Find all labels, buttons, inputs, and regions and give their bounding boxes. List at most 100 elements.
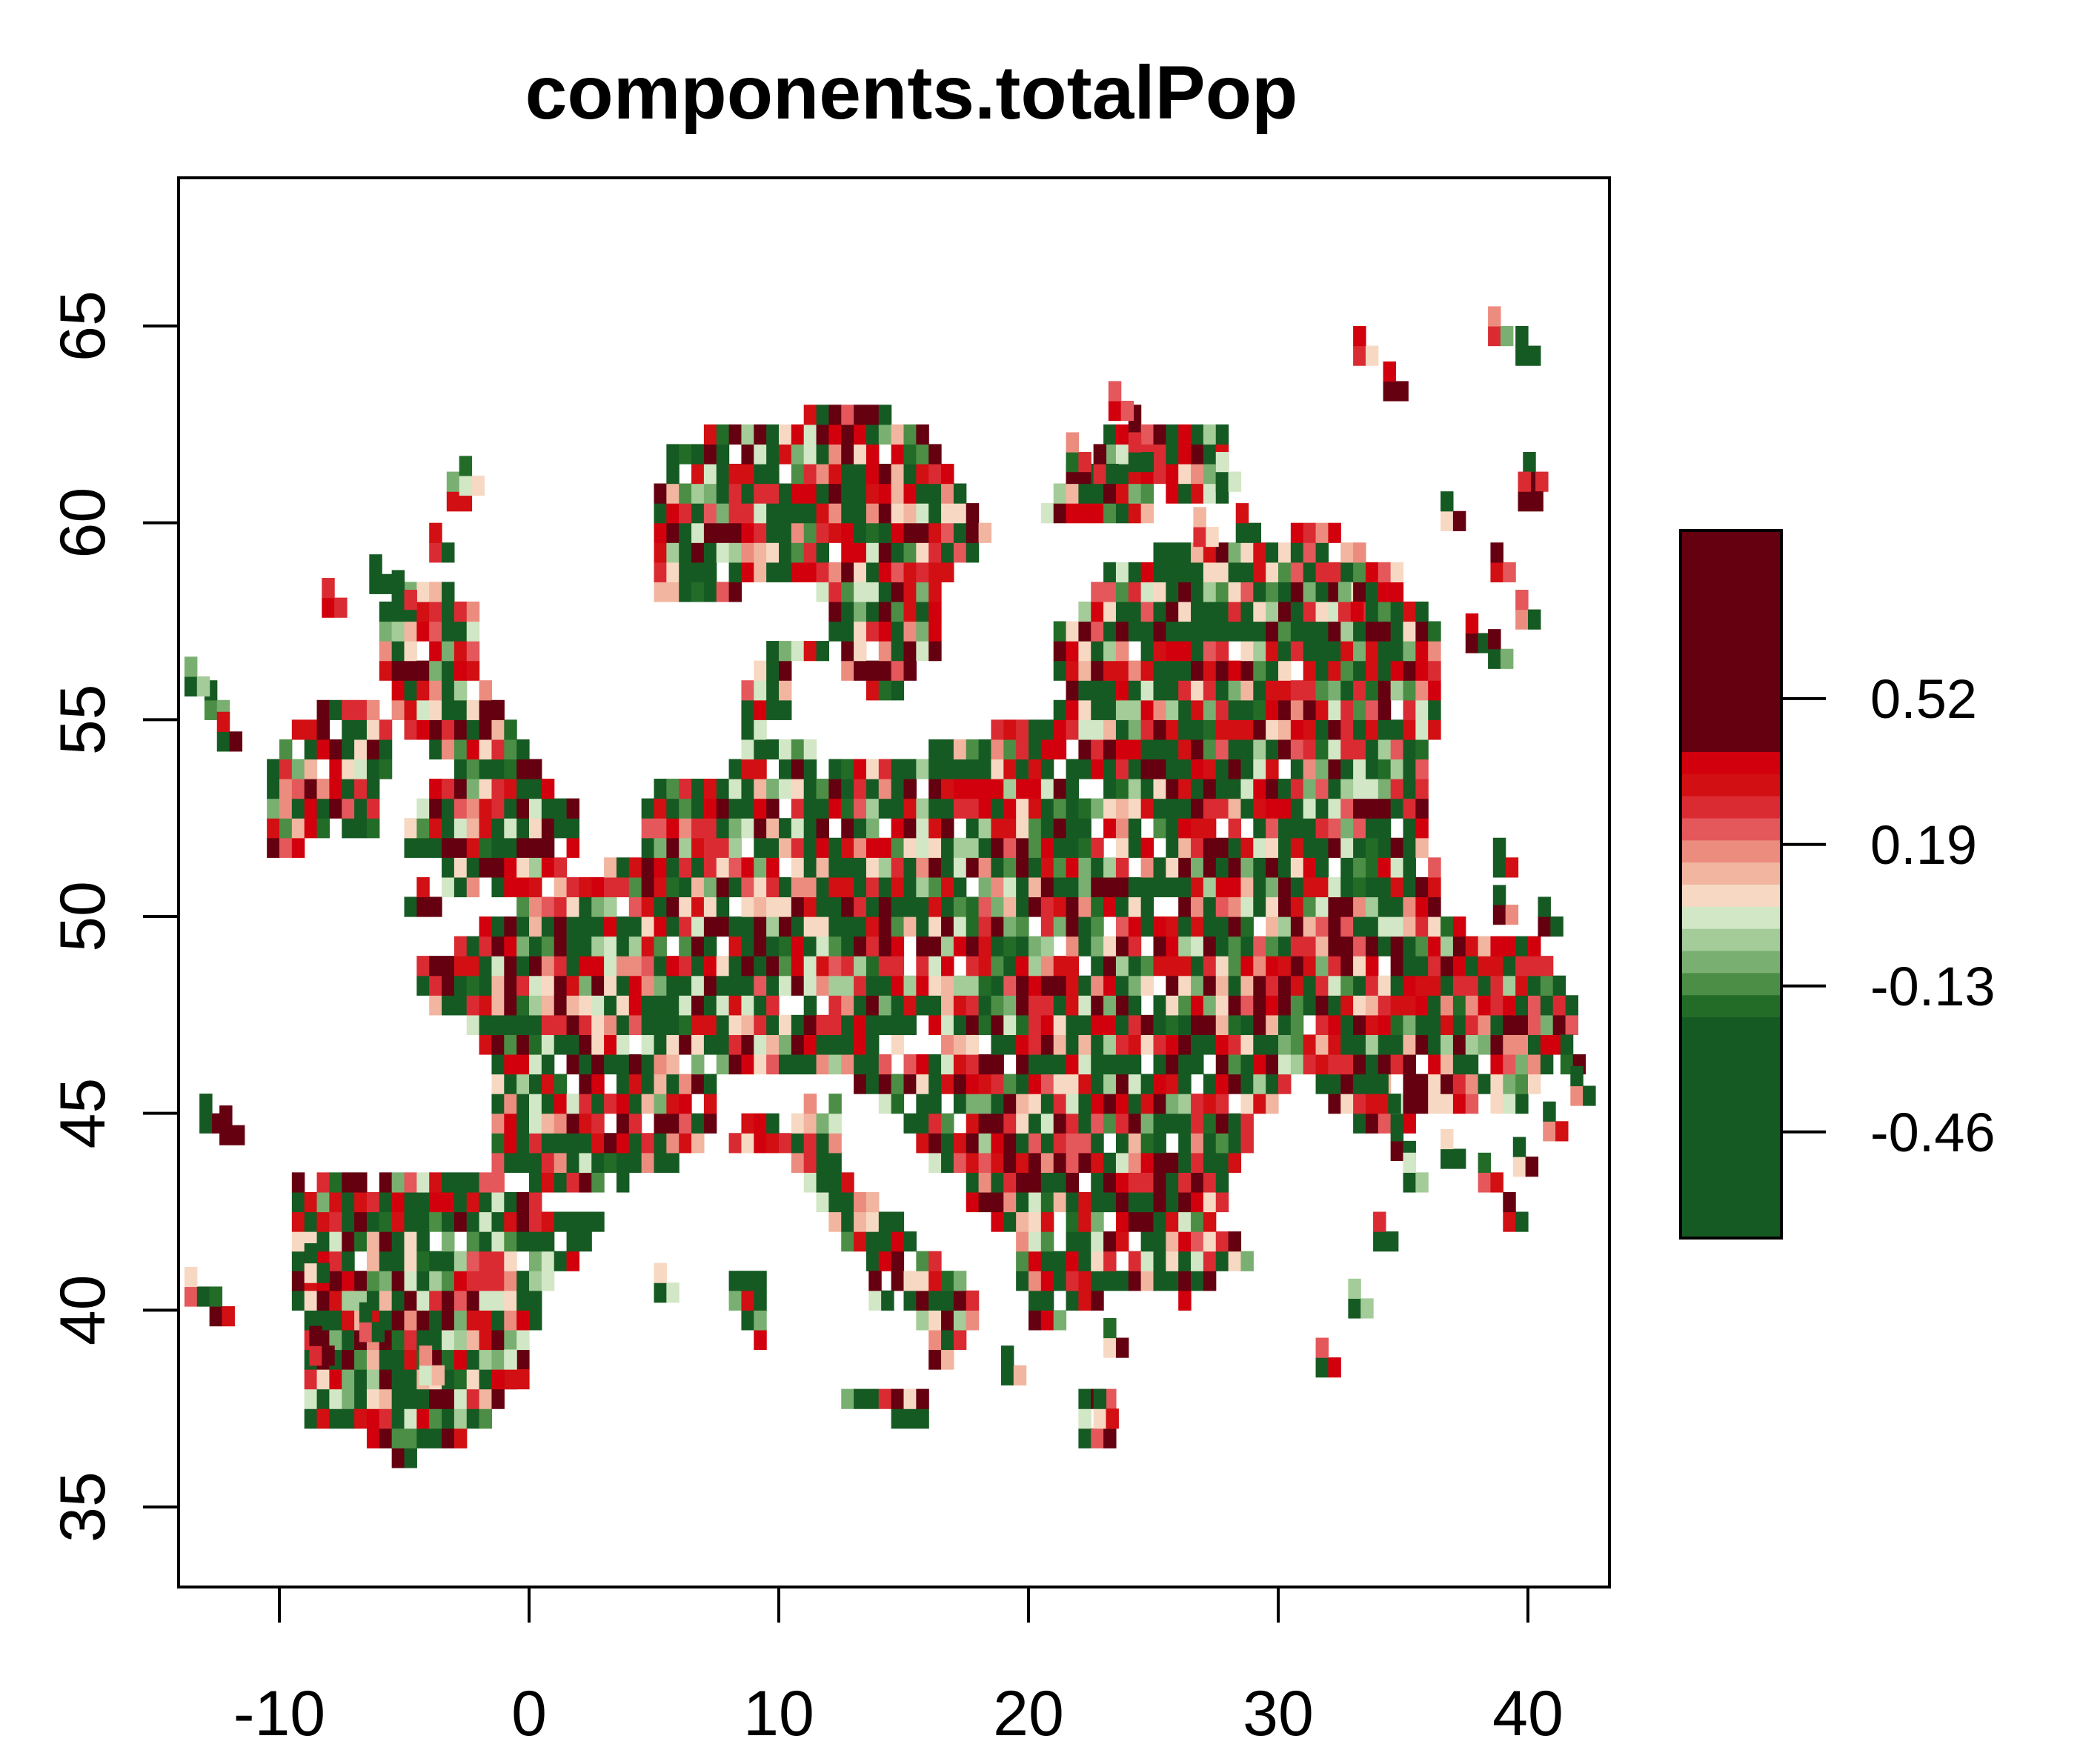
raster-cell: [703, 876, 717, 898]
raster-cell: [491, 1388, 505, 1409]
raster-cell: [1115, 876, 1129, 898]
raster-cell: [1315, 818, 1329, 839]
raster-cell: [1340, 699, 1354, 720]
raster-cell: [1403, 818, 1416, 839]
raster-cell: [1240, 601, 1254, 622]
raster-cell: [891, 424, 905, 445]
raster-cell: [878, 641, 892, 662]
raster-cell: [1115, 956, 1129, 977]
raster-cell: [404, 1369, 417, 1390]
raster-cell: [1078, 857, 1091, 878]
raster-cell: [516, 818, 530, 839]
raster-cell: [1091, 916, 1104, 937]
raster-cell: [1441, 975, 1454, 996]
raster-cell: [466, 1310, 480, 1331]
raster-cell: [766, 1133, 780, 1154]
raster-cell: [1535, 471, 1549, 492]
raster-cell: [1166, 857, 1179, 878]
raster-cell: [728, 424, 742, 445]
raster-cell: [1029, 1191, 1042, 1213]
raster-cell: [691, 444, 705, 465]
raster-cell: [554, 975, 568, 996]
raster-cell: [878, 837, 892, 858]
raster-cell: [1203, 857, 1217, 878]
raster-cell: [991, 857, 1004, 878]
raster-cell: [429, 956, 442, 977]
raster-cell: [991, 1014, 1004, 1035]
raster-cell: [928, 759, 942, 779]
raster-cell: [1415, 779, 1429, 799]
raster-cell: [654, 936, 667, 956]
raster-cell: [1040, 956, 1054, 977]
raster-cell: [1191, 857, 1204, 878]
raster-cell: [554, 1251, 568, 1271]
raster-cell: [654, 1094, 667, 1114]
raster-cell: [1278, 542, 1292, 563]
raster-cell: [754, 779, 767, 799]
raster-cell: [391, 1211, 405, 1232]
raster-cell: [666, 1133, 679, 1154]
raster-cell: [1278, 562, 1292, 582]
raster-cell: [1403, 956, 1416, 977]
raster-cell: [1240, 699, 1254, 720]
raster-cell: [1303, 601, 1317, 622]
raster-cell: [1340, 719, 1354, 740]
raster-cell: [1428, 916, 1441, 937]
raster-cell: [865, 1191, 880, 1213]
raster-cell: [1378, 621, 1392, 642]
raster-cell: [1290, 719, 1304, 740]
raster-cell: [429, 1211, 442, 1232]
raster-cell: [1441, 936, 1454, 956]
raster-cell: [754, 1014, 767, 1035]
raster-cell: [991, 1172, 1004, 1193]
raster-cell: [1053, 660, 1067, 681]
raster-cell: [854, 759, 867, 779]
raster-cell: [529, 956, 542, 977]
raster-cell: [579, 1034, 592, 1055]
raster-cell: [953, 1271, 967, 1291]
raster-cell: [791, 956, 805, 977]
raster-cell: [1191, 956, 1204, 977]
raster-cell: [779, 503, 792, 524]
raster-cell: [1240, 798, 1254, 819]
raster-cell: [803, 641, 817, 662]
raster-cell: [1415, 995, 1429, 1016]
raster-cell: [504, 837, 517, 858]
raster-cell: [728, 916, 742, 937]
raster-cell: [1253, 680, 1266, 701]
raster-cell: [529, 1211, 542, 1232]
raster-cell: [1240, 680, 1254, 701]
raster-cell: [466, 660, 480, 681]
raster-cell: [1315, 680, 1329, 701]
raster-cell: [1278, 896, 1292, 917]
raster-cell: [591, 916, 605, 937]
raster-cell: [579, 1014, 592, 1035]
raster-cell: [828, 503, 842, 524]
raster-cell: [854, 641, 867, 662]
raster-cell: [291, 1251, 305, 1271]
raster-cell: [1353, 798, 1366, 819]
raster-cell: [1490, 562, 1503, 582]
raster-cell: [803, 463, 817, 485]
raster-cell: [878, 1014, 892, 1035]
raster-cell: [1153, 424, 1166, 445]
raster-cell: [516, 1094, 530, 1114]
raster-cell: [728, 1054, 742, 1075]
raster-cell: [1040, 739, 1054, 760]
raster-cell: [728, 522, 742, 543]
raster-cell: [1253, 1094, 1266, 1114]
raster-cell: [1378, 699, 1392, 720]
raster-cell: [1215, 680, 1229, 701]
raster-cell: [1328, 956, 1341, 977]
raster-cell: [891, 582, 905, 602]
raster-cell: [1303, 896, 1317, 917]
raster-cell: [1128, 680, 1142, 701]
raster-cell: [1403, 1094, 1416, 1114]
raster-cell: [928, 1251, 942, 1271]
raster-cell: [978, 1094, 992, 1114]
raster-cell: [865, 621, 880, 642]
raster-cell: [841, 916, 854, 937]
raster-cell: [1490, 995, 1503, 1016]
raster-cell: [1206, 526, 1219, 548]
raster-cell: [442, 857, 455, 878]
